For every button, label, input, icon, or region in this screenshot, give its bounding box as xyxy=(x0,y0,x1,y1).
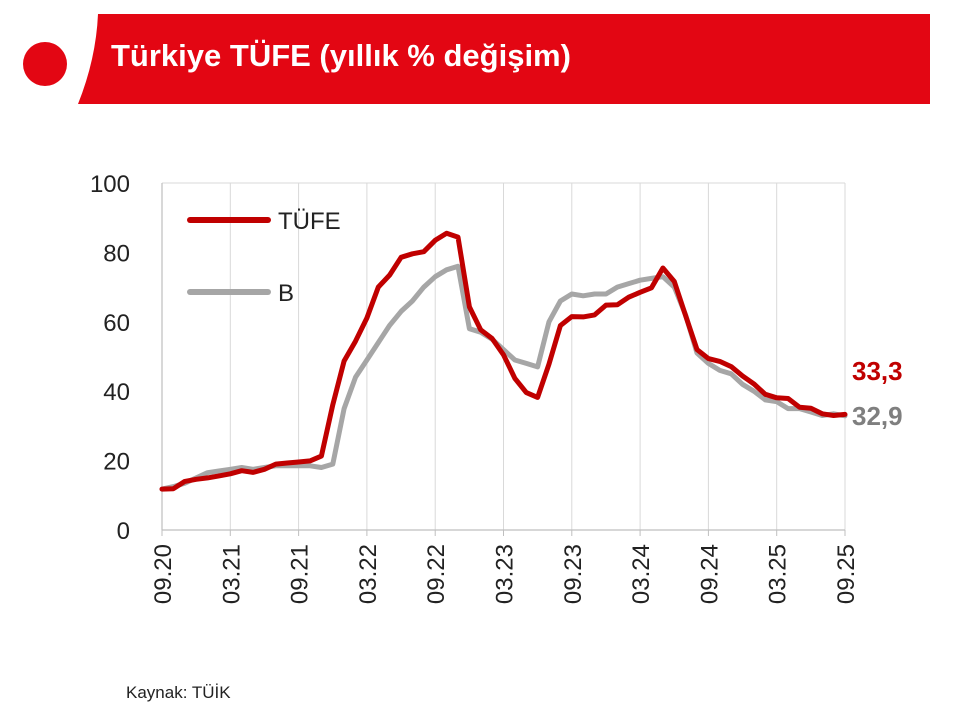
page-title: Türkiye TÜFE (yıllık % değişim) xyxy=(111,38,571,73)
end-value-label-tufe: 33,3 xyxy=(852,356,903,386)
x-tick-label: 03.22 xyxy=(355,544,382,604)
y-tick-label: 60 xyxy=(103,310,130,337)
cpi-line-chart: 0 20 40 60 80 100 09.20 03.21 09.21 03.22 09.22 03… xyxy=(90,171,903,604)
header-bullet-icon xyxy=(23,42,67,86)
source-note: Kaynak: TÜİK xyxy=(126,683,231,702)
end-value-label-b: 32,9 xyxy=(852,401,903,431)
y-axis-ticks: 0 20 40 60 80 100 xyxy=(90,171,130,545)
legend-label-tufe: TÜFE xyxy=(278,208,341,235)
x-tick-label: 03.24 xyxy=(628,544,655,604)
x-tick-label: 09.21 xyxy=(287,544,314,604)
y-tick-label: 80 xyxy=(103,240,130,267)
x-tick-label: 09.25 xyxy=(833,544,860,604)
y-tick-label: 100 xyxy=(90,171,130,198)
x-tick-label: 03.23 xyxy=(492,544,519,604)
legend-label-b: B xyxy=(278,280,294,307)
header-band-shape xyxy=(78,14,930,104)
header-band xyxy=(78,14,930,104)
x-tick-label: 09.22 xyxy=(423,544,450,604)
x-tick-label: 09.24 xyxy=(696,544,723,604)
y-tick-label: 0 xyxy=(117,518,130,545)
chart-series xyxy=(159,230,848,492)
series-line-tufe xyxy=(159,230,848,492)
x-axis-ticks: 09.20 03.21 09.21 03.22 09.22 03.23 09.23 03.24… xyxy=(150,530,860,604)
x-tick-label: 09.23 xyxy=(560,544,587,604)
x-tick-label: 03.25 xyxy=(765,544,792,604)
chart-grid xyxy=(162,182,846,530)
y-tick-label: 40 xyxy=(103,379,130,406)
chart-legend: TÜFE B xyxy=(187,208,341,307)
x-tick-label: 09.20 xyxy=(150,544,177,604)
y-tick-label: 20 xyxy=(103,449,130,476)
x-tick-label: 03.21 xyxy=(218,544,245,604)
end-labels: 33,3 32,9 xyxy=(852,356,903,431)
